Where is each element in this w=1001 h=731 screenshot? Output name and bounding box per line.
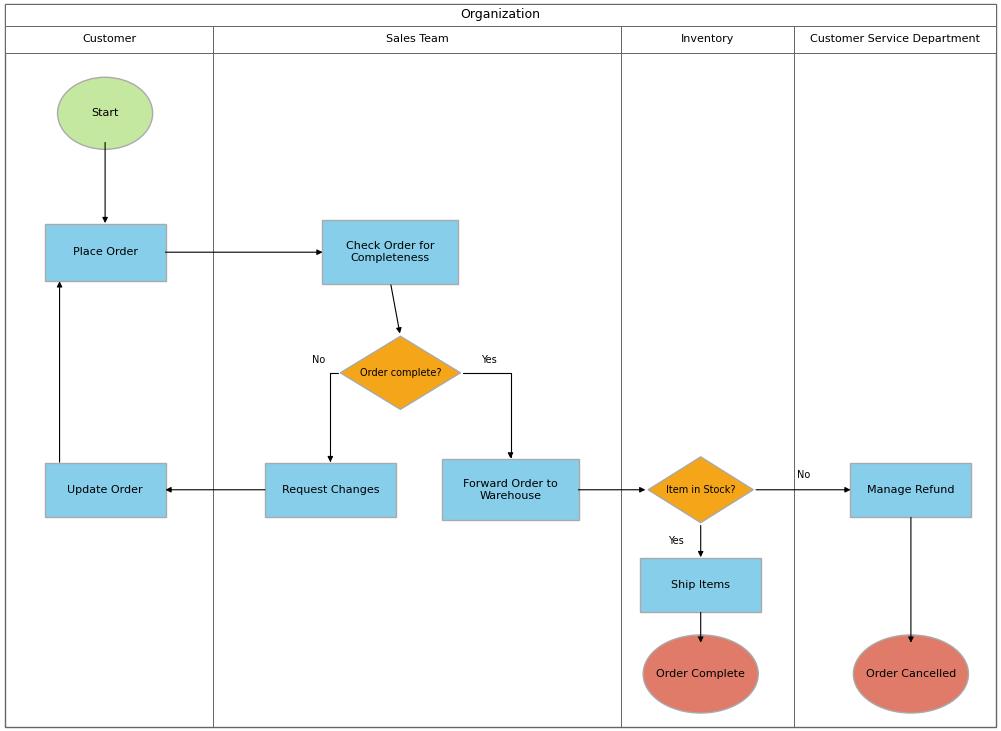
Text: No: No — [311, 355, 325, 365]
Text: Update Order: Update Order — [67, 485, 143, 495]
Text: Start: Start — [91, 108, 119, 118]
FancyBboxPatch shape — [794, 26, 996, 53]
FancyBboxPatch shape — [44, 463, 166, 517]
Text: Forward Order to
Warehouse: Forward Order to Warehouse — [463, 479, 558, 501]
FancyBboxPatch shape — [44, 224, 166, 281]
FancyBboxPatch shape — [5, 4, 996, 26]
Text: Item in Stock?: Item in Stock? — [666, 485, 736, 495]
Text: Order complete?: Order complete? — [359, 368, 441, 378]
Text: No: No — [797, 470, 810, 480]
Polygon shape — [649, 457, 753, 523]
Ellipse shape — [853, 635, 969, 713]
Text: Order Cancelled: Order Cancelled — [866, 669, 956, 679]
FancyBboxPatch shape — [442, 459, 579, 520]
Text: Customer Service Department: Customer Service Department — [810, 34, 980, 45]
FancyBboxPatch shape — [264, 463, 396, 517]
FancyBboxPatch shape — [621, 26, 794, 53]
Text: Manage Refund: Manage Refund — [867, 485, 955, 495]
Text: Yes: Yes — [480, 355, 496, 365]
Ellipse shape — [57, 77, 152, 149]
Text: Organization: Organization — [460, 8, 541, 21]
Text: Check Order for
Completeness: Check Order for Completeness — [346, 241, 434, 263]
Text: Order Complete: Order Complete — [657, 669, 745, 679]
FancyBboxPatch shape — [5, 4, 996, 727]
FancyBboxPatch shape — [641, 558, 761, 612]
Text: Ship Items: Ship Items — [672, 580, 730, 590]
Text: Yes: Yes — [668, 537, 684, 546]
Text: Inventory: Inventory — [681, 34, 734, 45]
FancyBboxPatch shape — [322, 220, 458, 284]
FancyBboxPatch shape — [5, 26, 213, 53]
FancyBboxPatch shape — [851, 463, 971, 517]
Text: Place Order: Place Order — [73, 247, 137, 257]
Text: Request Changes: Request Changes — [281, 485, 379, 495]
Text: Customer: Customer — [82, 34, 136, 45]
Ellipse shape — [643, 635, 759, 713]
Text: Sales Team: Sales Team — [385, 34, 448, 45]
Polygon shape — [340, 336, 460, 409]
FancyBboxPatch shape — [213, 26, 621, 53]
